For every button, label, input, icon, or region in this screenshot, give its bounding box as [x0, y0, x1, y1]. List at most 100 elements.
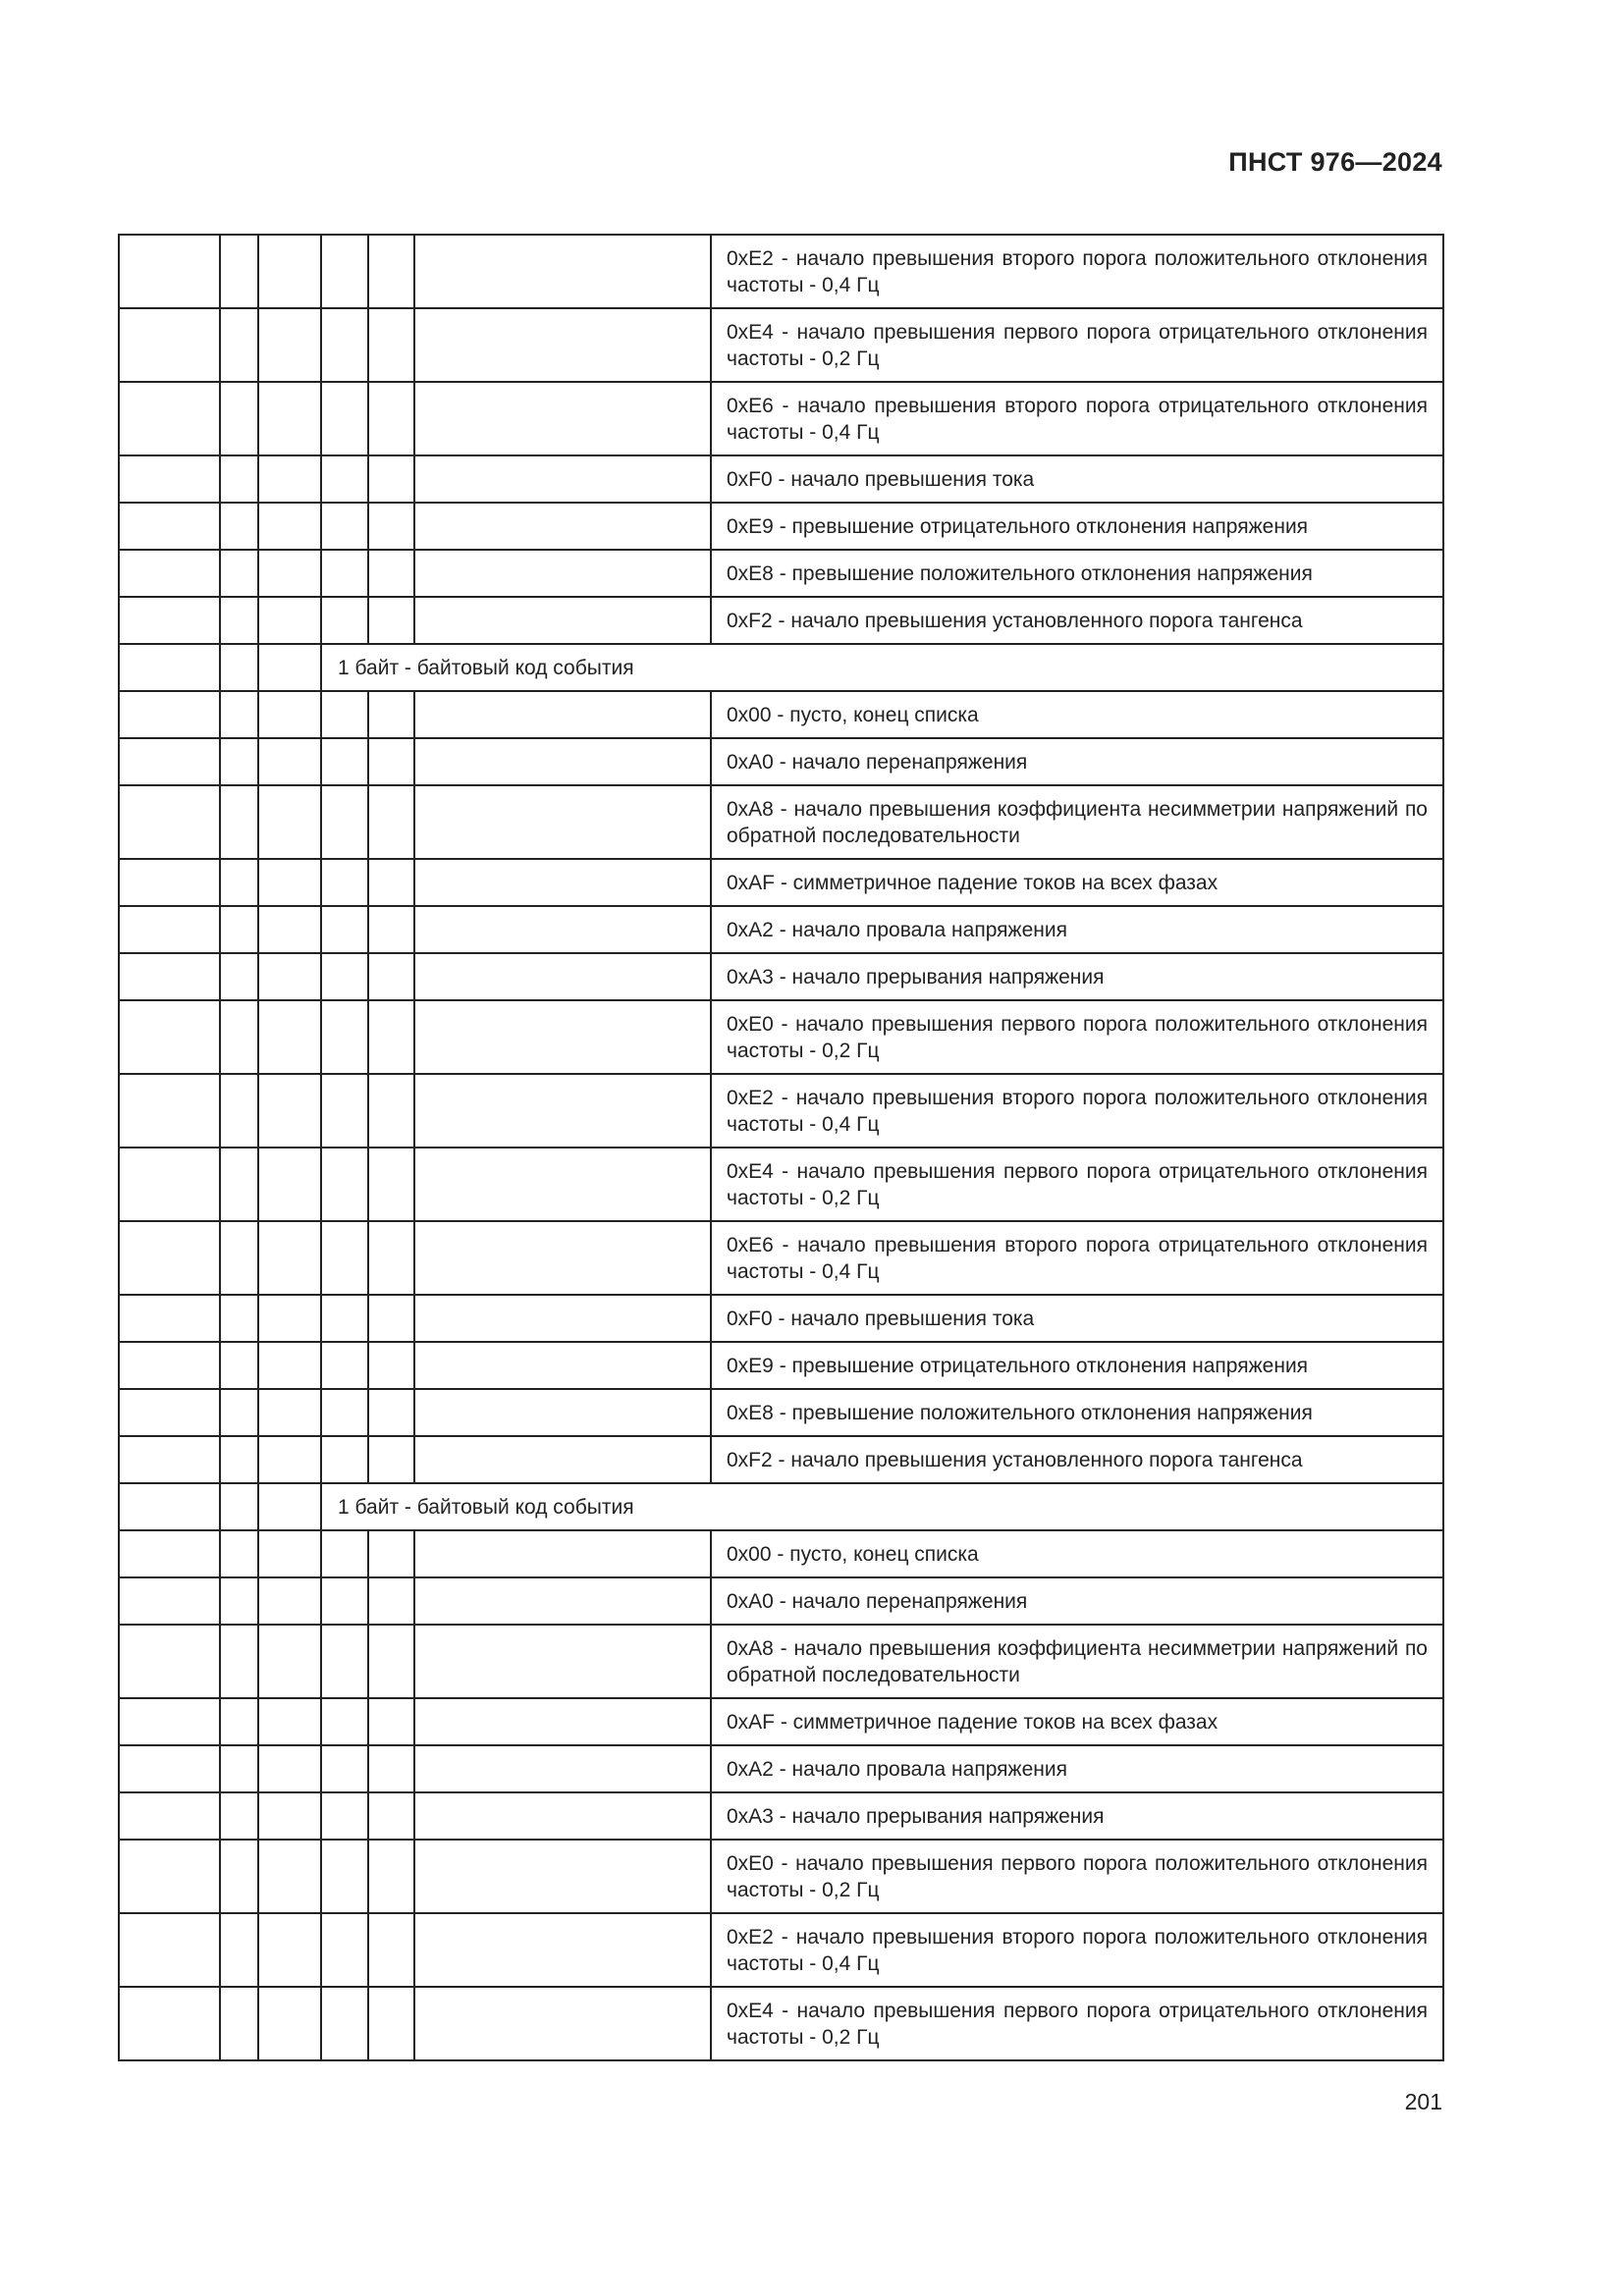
empty-cell — [367, 1388, 415, 1437]
empty-cell — [367, 999, 415, 1075]
empty-cell — [367, 905, 415, 954]
empty-cell — [118, 549, 221, 598]
empty-cell — [320, 1986, 369, 2061]
empty-cell — [367, 1147, 415, 1222]
empty-cell — [413, 502, 712, 551]
empty-cell — [118, 737, 221, 786]
empty-cell — [118, 1147, 221, 1222]
empty-cell — [413, 1435, 712, 1484]
table-row: 0xF2 - начало превышения установленного … — [118, 596, 1444, 645]
empty-cell — [320, 234, 369, 309]
event-code-description-cell: 0xE9 - превышение отрицательного отклоне… — [710, 1341, 1444, 1390]
event-code-description-cell: 0xE8 - превышение положительного отклоне… — [710, 1388, 1444, 1437]
empty-cell — [219, 1791, 259, 1841]
event-code-description-cell: 0xA3 - начало прерывания напряжения — [710, 1791, 1444, 1841]
empty-cell — [413, 1220, 712, 1296]
empty-cell — [367, 1341, 415, 1390]
event-code-description-cell: 0x00 - пусто, конец списка — [710, 1529, 1444, 1578]
table-row: 0xE2 - начало превышения второго порога … — [118, 1912, 1444, 1988]
empty-cell — [320, 1624, 369, 1699]
empty-cell — [257, 1147, 322, 1222]
event-code-description-cell: 0xA0 - начало перенапряжения — [710, 737, 1444, 786]
empty-cell — [219, 1294, 259, 1343]
event-code-description-cell: 0xF2 - начало превышения установленного … — [710, 596, 1444, 645]
empty-cell — [413, 1341, 712, 1390]
empty-cell — [413, 307, 712, 383]
empty-cell — [413, 381, 712, 456]
empty-cell — [118, 454, 221, 504]
empty-cell — [118, 1435, 221, 1484]
empty-cell — [367, 737, 415, 786]
empty-cell — [219, 1839, 259, 1914]
empty-cell — [320, 1529, 369, 1578]
table-row: 0xAF - симметричное падение токов на все… — [118, 858, 1444, 907]
event-code-description-cell: 0xA0 - начало перенапряжения — [710, 1576, 1444, 1626]
empty-cell — [367, 1791, 415, 1841]
table-row: 0xAF - симметричное падение токов на все… — [118, 1697, 1444, 1746]
event-code-description-cell: 0xE0 - начало превышения первого порога … — [710, 1839, 1444, 1914]
empty-cell — [118, 643, 221, 692]
empty-cell — [320, 1697, 369, 1746]
empty-cell — [413, 1388, 712, 1437]
empty-cell — [257, 1341, 322, 1390]
empty-cell — [367, 381, 415, 456]
table-row: 0xE8 - превышение положительного отклоне… — [118, 1388, 1444, 1437]
event-code-description-cell: 0xA3 - начало прерывания напряжения — [710, 952, 1444, 1001]
empty-cell — [257, 952, 322, 1001]
empty-cell — [367, 1220, 415, 1296]
empty-cell — [219, 1529, 259, 1578]
table-row: 0xE4 - начало превышения первого порога … — [118, 1986, 1444, 2061]
empty-cell — [367, 858, 415, 907]
empty-cell — [118, 596, 221, 645]
table-row: 0xA2 - начало провала напряжения — [118, 905, 1444, 954]
empty-cell — [367, 1529, 415, 1578]
empty-cell — [367, 1912, 415, 1988]
empty-cell — [367, 1839, 415, 1914]
empty-cell — [320, 381, 369, 456]
page-number: 201 — [1404, 2089, 1442, 2114]
empty-cell — [413, 858, 712, 907]
empty-cell — [367, 1073, 415, 1148]
table-section-header-row: 1 байт - байтовый код события — [118, 1482, 1444, 1531]
section-header-cell: 1 байт - байтовый код события — [320, 1482, 1444, 1531]
table-row: 0xE0 - начало превышения первого порога … — [118, 1839, 1444, 1914]
empty-cell — [118, 999, 221, 1075]
table-row: 0xA0 - начало перенапряжения — [118, 737, 1444, 786]
empty-cell — [118, 1576, 221, 1626]
empty-cell — [257, 234, 322, 309]
empty-cell — [219, 502, 259, 551]
empty-cell — [320, 690, 369, 739]
empty-cell — [118, 1073, 221, 1148]
empty-cell — [219, 596, 259, 645]
empty-cell — [320, 1341, 369, 1390]
empty-cell — [219, 1388, 259, 1437]
empty-cell — [257, 596, 322, 645]
table-row: 0xF0 - начало превышения тока — [118, 1294, 1444, 1343]
empty-cell — [413, 1294, 712, 1343]
event-code-description-cell: 0xE2 - начало превышения второго порога … — [710, 1912, 1444, 1988]
empty-cell — [413, 454, 712, 504]
table-row: 0xA8 - начало превышения коэффициента не… — [118, 1624, 1444, 1699]
empty-cell — [219, 952, 259, 1001]
empty-cell — [367, 1697, 415, 1746]
table-row: 0xA2 - начало провала напряжения — [118, 1744, 1444, 1793]
event-code-description-cell: 0xA8 - начало превышения коэффициента не… — [710, 1624, 1444, 1699]
empty-cell — [320, 307, 369, 383]
table-row: 0xA3 - начало прерывания напряжения — [118, 1791, 1444, 1841]
event-code-description-cell: 0xE4 - начало превышения первого порога … — [710, 1147, 1444, 1222]
empty-cell — [413, 596, 712, 645]
empty-cell — [219, 307, 259, 383]
event-code-description-cell: 0xAF - симметричное падение токов на все… — [710, 1697, 1444, 1746]
empty-cell — [219, 905, 259, 954]
event-code-description-cell: 0xE2 - начало превышения второго порога … — [710, 234, 1444, 309]
empty-cell — [413, 1529, 712, 1578]
table-row: 0xE2 - начало превышения второго порога … — [118, 234, 1444, 309]
empty-cell — [219, 999, 259, 1075]
event-code-description-cell: 0xE6 - начало превышения второго порога … — [710, 1220, 1444, 1296]
empty-cell — [118, 690, 221, 739]
empty-cell — [219, 1697, 259, 1746]
empty-cell — [257, 549, 322, 598]
empty-cell — [219, 1341, 259, 1390]
event-code-description-cell: 0xE4 - начало превышения первого порога … — [710, 307, 1444, 383]
empty-cell — [367, 1986, 415, 2061]
